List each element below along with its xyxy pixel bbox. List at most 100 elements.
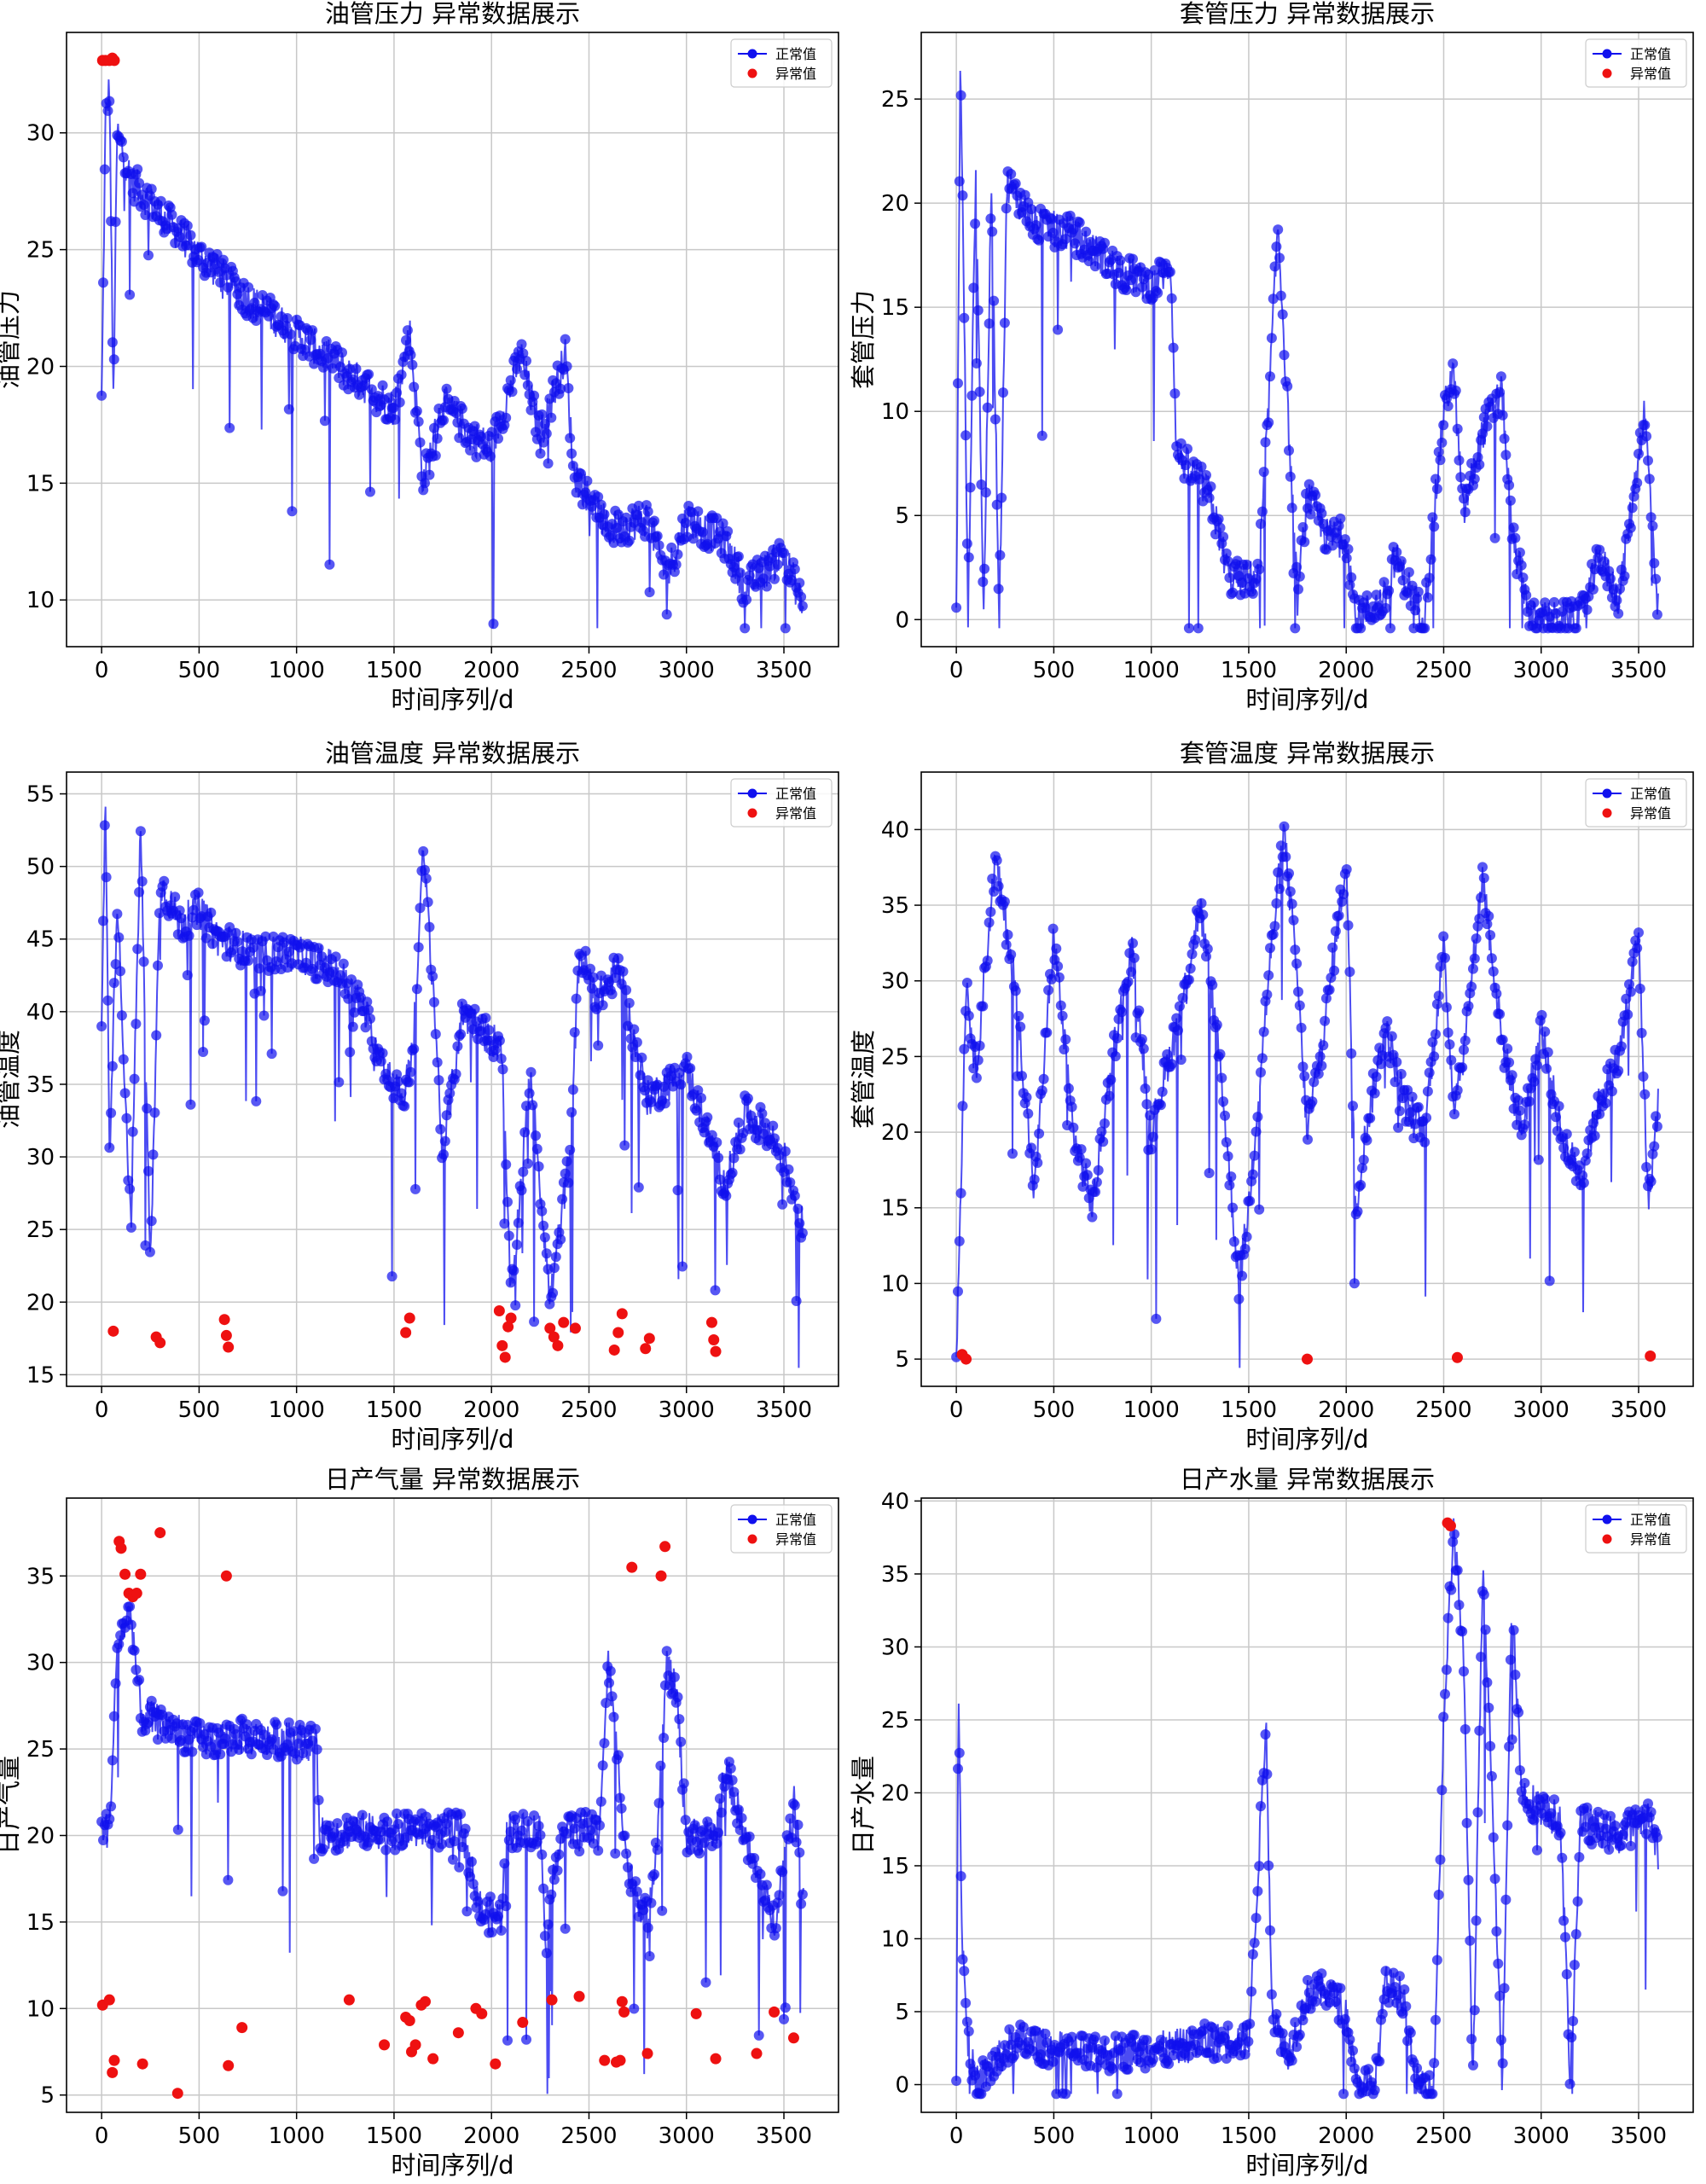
normal-point xyxy=(266,1048,277,1060)
normal-point xyxy=(107,1755,118,1766)
normal-point xyxy=(1262,1769,1273,1780)
normal-point xyxy=(127,188,138,199)
normal-point xyxy=(664,1680,676,1691)
y-tick-label: 40 xyxy=(881,817,909,843)
normal-point xyxy=(1594,544,1605,555)
normal-point xyxy=(1529,1077,1540,1087)
normal-point xyxy=(140,210,151,220)
normal-point xyxy=(955,1871,966,1882)
normal-point xyxy=(1651,1111,1662,1122)
normal-point xyxy=(230,1728,241,1740)
normal-point xyxy=(291,1754,302,1765)
normal-point xyxy=(1313,1068,1324,1079)
normal-point xyxy=(1215,1048,1226,1060)
normal-point xyxy=(1204,492,1215,503)
normal-point xyxy=(1224,572,1235,584)
normal-point xyxy=(1594,1108,1605,1119)
x-axis-label: 时间序列/d xyxy=(1245,2151,1368,2180)
normal-point xyxy=(1413,1101,1424,1112)
normal-point xyxy=(713,1827,724,1838)
normal-point xyxy=(1429,521,1440,532)
anomaly-point xyxy=(409,2039,421,2051)
normal-point xyxy=(1441,1002,1452,1013)
normal-point xyxy=(1271,2008,1282,2019)
x-tick-label: 2500 xyxy=(1415,2123,1471,2149)
normal-point xyxy=(413,942,424,953)
normal-point xyxy=(1361,1135,1372,1146)
normal-point xyxy=(1227,1202,1239,1213)
normal-point xyxy=(1403,566,1414,578)
normal-point xyxy=(1273,867,1284,878)
normal-point xyxy=(1215,522,1226,533)
normal-point xyxy=(1297,522,1309,532)
normal-point xyxy=(537,1205,548,1217)
normal-point xyxy=(1558,1915,1570,1926)
normal-point xyxy=(510,1814,521,1825)
anomaly-point xyxy=(403,1312,415,1324)
normal-point xyxy=(1036,1085,1047,1096)
normal-point xyxy=(1513,1707,1524,1718)
normal-point xyxy=(198,1047,209,1057)
normal-point xyxy=(1649,1141,1660,1152)
normal-point xyxy=(405,350,416,360)
normal-point xyxy=(1494,1990,1506,2001)
normal-point xyxy=(1549,1794,1560,1805)
normal-point xyxy=(548,1874,560,1885)
normal-point xyxy=(605,1665,616,1676)
normal-point xyxy=(1448,358,1459,369)
normal-point xyxy=(974,1040,985,1051)
normal-point xyxy=(777,1199,788,1210)
normal-point xyxy=(1175,1054,1187,1066)
normal-point xyxy=(1093,1165,1104,1176)
normal-point xyxy=(516,1185,527,1196)
normal-point xyxy=(1299,1071,1310,1082)
legend-normal-marker xyxy=(747,1514,757,1525)
normal-point xyxy=(1111,1033,1123,1043)
normal-point xyxy=(219,1733,230,1744)
normal-point xyxy=(1220,1110,1230,1121)
x-tick-label: 0 xyxy=(949,658,964,683)
normal-point xyxy=(1110,1051,1121,1062)
normal-point xyxy=(1017,1071,1027,1082)
normal-point xyxy=(107,337,118,348)
anomaly-point xyxy=(171,2088,183,2100)
normal-point xyxy=(1572,1896,1583,1907)
normal-point xyxy=(1555,1827,1566,1838)
normal-point xyxy=(1360,602,1371,613)
legend-normal-label: 正常值 xyxy=(1630,786,1671,802)
normal-point xyxy=(218,254,229,265)
normal-point xyxy=(441,383,452,394)
normal-point xyxy=(1483,1702,1494,1713)
normal-point xyxy=(1568,2016,1579,2026)
normal-point xyxy=(1146,1144,1157,1155)
normal-point xyxy=(475,1025,486,1037)
legend-anomaly-label: 异常值 xyxy=(775,66,816,82)
normal-point xyxy=(1046,973,1057,985)
normal-point xyxy=(1155,1100,1166,1111)
normal-point xyxy=(1553,1101,1564,1112)
x-tick-label: 3500 xyxy=(1610,658,1667,683)
normal-point xyxy=(146,1216,157,1227)
normal-point xyxy=(185,229,196,241)
x-tick-label: 2000 xyxy=(1318,2123,1374,2149)
normal-point xyxy=(1514,547,1525,558)
anomaly-point xyxy=(108,55,120,67)
normal-point xyxy=(1634,983,1645,994)
normal-point xyxy=(1226,1171,1237,1182)
normal-point xyxy=(1569,1960,1580,1971)
y-tick-label: 20 xyxy=(26,1290,55,1316)
normal-point xyxy=(736,1813,747,1823)
normal-point xyxy=(585,1825,595,1836)
normal-point xyxy=(1256,1067,1266,1077)
normal-point xyxy=(688,533,699,544)
anomaly-point xyxy=(751,2048,763,2059)
normal-point xyxy=(432,1057,443,1068)
normal-point xyxy=(471,451,482,462)
normal-point xyxy=(569,1823,580,1834)
y-tick-label: 10 xyxy=(881,1271,909,1297)
normal-point xyxy=(313,1795,324,1805)
normal-point xyxy=(1171,1013,1182,1024)
normal-point xyxy=(1641,431,1652,442)
normal-point xyxy=(505,1277,516,1288)
normal-point xyxy=(187,1746,198,1757)
